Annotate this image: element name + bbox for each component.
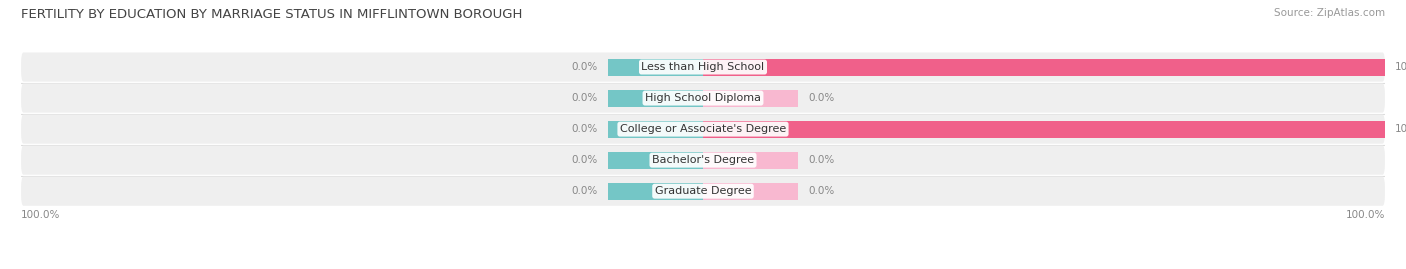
Text: 0.0%: 0.0% xyxy=(571,93,598,103)
Text: 100.0%: 100.0% xyxy=(1395,124,1406,134)
Text: Less than High School: Less than High School xyxy=(641,62,765,72)
Bar xyxy=(607,90,703,107)
Text: 0.0%: 0.0% xyxy=(571,124,598,134)
Text: 0.0%: 0.0% xyxy=(571,62,598,72)
Bar xyxy=(607,58,703,76)
Text: 0.0%: 0.0% xyxy=(571,186,598,196)
Text: High School Diploma: High School Diploma xyxy=(645,93,761,103)
Text: 100.0%: 100.0% xyxy=(1346,210,1385,220)
Bar xyxy=(703,121,1385,138)
Bar xyxy=(703,90,799,107)
Text: Graduate Degree: Graduate Degree xyxy=(655,186,751,196)
Text: College or Associate's Degree: College or Associate's Degree xyxy=(620,124,786,134)
Text: 0.0%: 0.0% xyxy=(808,93,835,103)
Bar xyxy=(607,183,703,200)
Text: 0.0%: 0.0% xyxy=(808,155,835,165)
Text: 0.0%: 0.0% xyxy=(808,186,835,196)
Bar xyxy=(703,58,1385,76)
Bar xyxy=(607,152,703,169)
Text: 100.0%: 100.0% xyxy=(21,210,60,220)
Text: 100.0%: 100.0% xyxy=(1395,62,1406,72)
Bar xyxy=(703,152,799,169)
FancyBboxPatch shape xyxy=(21,115,1385,144)
Text: 0.0%: 0.0% xyxy=(571,155,598,165)
FancyBboxPatch shape xyxy=(21,52,1385,82)
Bar xyxy=(607,121,703,138)
Text: Bachelor's Degree: Bachelor's Degree xyxy=(652,155,754,165)
FancyBboxPatch shape xyxy=(21,83,1385,113)
Text: FERTILITY BY EDUCATION BY MARRIAGE STATUS IN MIFFLINTOWN BOROUGH: FERTILITY BY EDUCATION BY MARRIAGE STATU… xyxy=(21,8,523,21)
FancyBboxPatch shape xyxy=(21,146,1385,175)
FancyBboxPatch shape xyxy=(21,177,1385,206)
Text: Source: ZipAtlas.com: Source: ZipAtlas.com xyxy=(1274,8,1385,18)
Bar xyxy=(703,183,799,200)
